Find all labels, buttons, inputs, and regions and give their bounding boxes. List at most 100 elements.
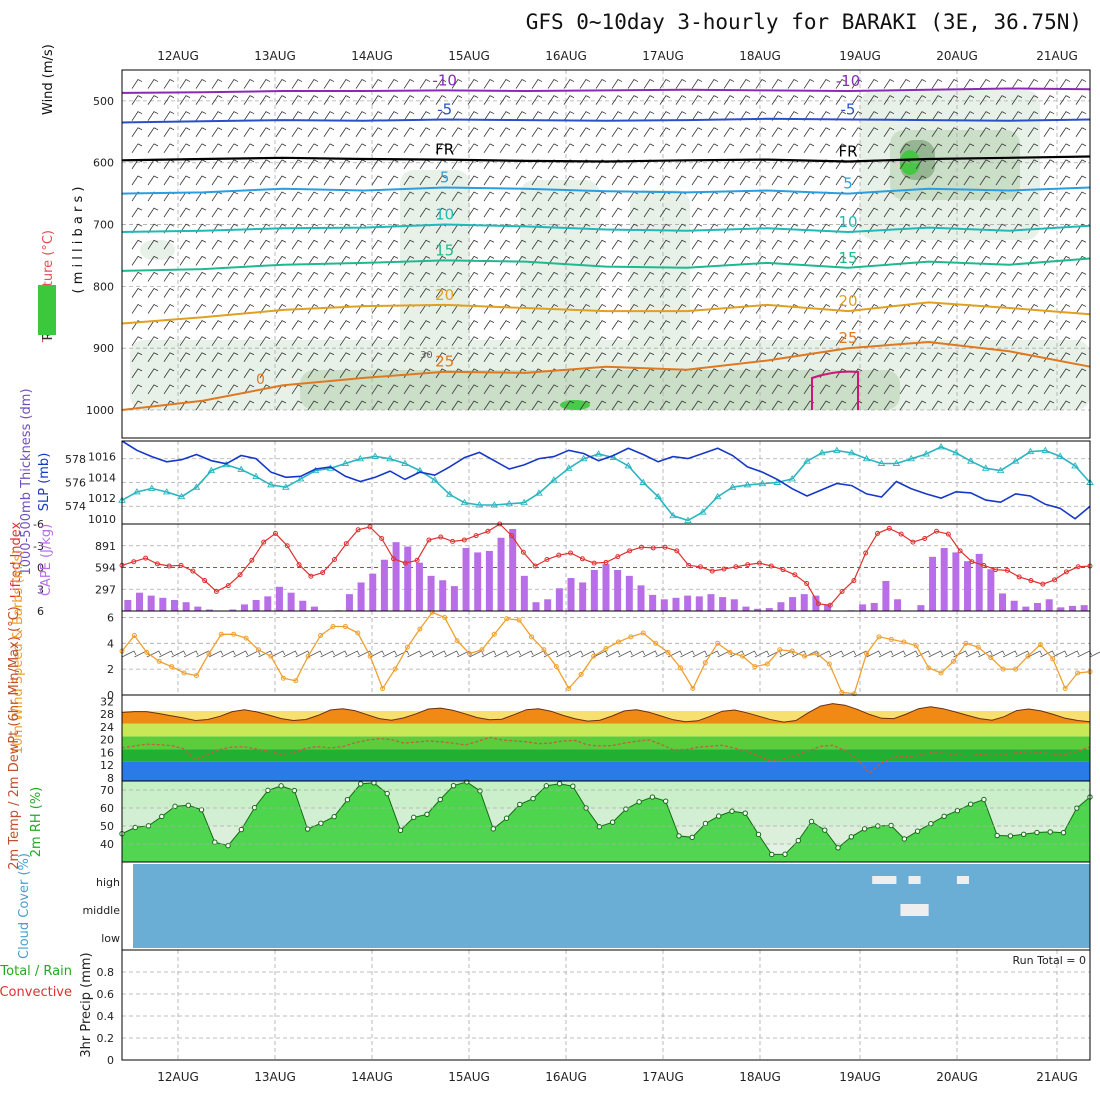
lifted-index-point bbox=[733, 564, 739, 570]
wind-speed-point bbox=[876, 634, 882, 640]
wind-barb bbox=[355, 223, 367, 234]
thickness-point bbox=[341, 459, 350, 466]
lifted-index-point bbox=[166, 563, 172, 569]
wind-barb bbox=[739, 287, 751, 298]
cape-bar bbox=[602, 564, 610, 611]
wind-barb bbox=[835, 223, 847, 234]
wind-barb bbox=[531, 400, 543, 411]
cape-bar bbox=[730, 599, 738, 611]
wind-barb bbox=[979, 95, 991, 105]
wind-barb bbox=[371, 191, 383, 202]
wind-barb bbox=[771, 223, 783, 234]
wind-barb bbox=[419, 384, 431, 395]
wind-barb bbox=[419, 352, 431, 363]
temp-ylabel: 2m Temp / 2m DewPt (6hr Min/Max) (°C) bbox=[7, 606, 22, 869]
lifted-index-point bbox=[355, 527, 361, 533]
wind-barb-10m bbox=[370, 650, 385, 658]
wind-barb bbox=[291, 239, 303, 250]
wind-barb-10m bbox=[705, 650, 720, 658]
wind-barb bbox=[371, 271, 383, 282]
isotherm-label: -5 bbox=[437, 100, 452, 118]
wind-barb bbox=[275, 207, 287, 218]
wind-barb bbox=[451, 239, 463, 250]
wind-barb bbox=[563, 95, 575, 105]
wind-barb bbox=[355, 207, 367, 218]
cape-bar bbox=[509, 528, 517, 611]
wind-barb bbox=[579, 271, 591, 282]
wind-barb bbox=[787, 384, 799, 395]
wind-barb bbox=[819, 271, 831, 282]
lifted-index-point bbox=[804, 580, 810, 586]
cape-bar bbox=[450, 586, 458, 611]
wind-barb bbox=[243, 127, 255, 137]
wind-barb bbox=[451, 384, 463, 395]
y-tick-slp: 1010 bbox=[88, 513, 116, 526]
wind-barb bbox=[211, 304, 223, 314]
cape-bar bbox=[532, 602, 540, 611]
wind-barb bbox=[323, 320, 335, 330]
wind-barb bbox=[1043, 143, 1055, 154]
wind-barb bbox=[835, 320, 847, 330]
wind-barb bbox=[899, 95, 911, 105]
wind-barb bbox=[531, 239, 543, 250]
cape-bar bbox=[182, 602, 190, 611]
wind-barb bbox=[1027, 79, 1039, 89]
wind-barb bbox=[163, 368, 175, 379]
wind-barb bbox=[995, 287, 1007, 298]
thickness-point bbox=[162, 488, 171, 495]
wind-barb bbox=[755, 79, 767, 89]
wind-speed-point bbox=[1075, 670, 1081, 676]
wind-barb bbox=[435, 175, 447, 186]
wind-barb bbox=[1011, 239, 1023, 250]
wind-barb bbox=[451, 287, 463, 298]
wind-barb bbox=[323, 223, 335, 234]
wind-barb bbox=[307, 255, 319, 266]
wind-barb bbox=[899, 400, 911, 411]
wind-barb bbox=[643, 143, 655, 154]
lifted-index-point bbox=[414, 557, 420, 563]
wind-barb-10m bbox=[481, 650, 497, 658]
wind-barb bbox=[515, 400, 527, 411]
wind-barb bbox=[963, 352, 975, 363]
wind-barb bbox=[339, 320, 351, 330]
wind-barb bbox=[1043, 400, 1055, 411]
wind-barb bbox=[307, 320, 319, 330]
wind-barb bbox=[275, 239, 287, 250]
wind-barb bbox=[483, 400, 495, 411]
lifted-index-point bbox=[237, 572, 243, 578]
wind-barb bbox=[659, 320, 671, 330]
lifted-index-point bbox=[544, 557, 550, 563]
wind-barb bbox=[147, 271, 159, 282]
wind-speed-point bbox=[727, 649, 733, 655]
wind-barb bbox=[883, 384, 895, 395]
thickness-point bbox=[460, 498, 469, 506]
wind-barb bbox=[211, 336, 223, 346]
wind-barb bbox=[867, 79, 879, 89]
wind-barb bbox=[515, 79, 527, 89]
wind-barb bbox=[1011, 127, 1023, 137]
lifted-index-point bbox=[485, 528, 491, 534]
wind-barb bbox=[691, 79, 703, 89]
wind-barb bbox=[179, 287, 191, 298]
wind-barb bbox=[723, 287, 735, 298]
date-label-top: 12AUG bbox=[157, 49, 199, 63]
wind-barb bbox=[707, 239, 719, 250]
ylabel-cape: CAPE (J/kg) bbox=[39, 524, 54, 596]
cape-bar bbox=[1034, 602, 1042, 611]
wind-barb bbox=[259, 352, 271, 363]
wind-barb bbox=[291, 95, 303, 105]
date-label-top: 21AUG bbox=[1036, 49, 1078, 63]
temp-color-band bbox=[122, 736, 1090, 750]
wind-barb bbox=[147, 175, 159, 186]
wind-barb bbox=[915, 175, 927, 186]
date-label-bottom: 15AUG bbox=[448, 1070, 490, 1084]
wind-barb bbox=[915, 239, 927, 250]
isotherm-label: -10 bbox=[432, 71, 457, 89]
wind-barb bbox=[1059, 127, 1071, 137]
cape-bar bbox=[917, 605, 925, 611]
wind-barb bbox=[675, 175, 687, 186]
wind-barb bbox=[1027, 400, 1039, 411]
lifted-index-point bbox=[284, 543, 290, 549]
wind-barb bbox=[723, 320, 735, 330]
wind-barb bbox=[179, 384, 191, 395]
